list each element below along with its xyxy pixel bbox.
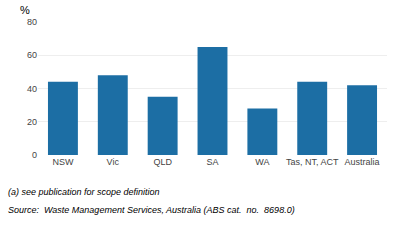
svg-text:0: 0 [32, 150, 37, 160]
svg-text:SA: SA [206, 157, 218, 167]
svg-text:Source: Waste Management Serv: Source: Waste Management Services, Austr… [8, 205, 295, 215]
svg-text:Tas, NT, ACT: Tas, NT, ACT [286, 157, 339, 167]
svg-text:20: 20 [27, 117, 37, 127]
svg-text:60: 60 [27, 50, 37, 60]
svg-text:%: % [20, 4, 30, 16]
svg-text:NSW: NSW [52, 157, 74, 167]
svg-text:WA: WA [255, 157, 269, 167]
svg-text:(a) see publication for scope: (a) see publication for scope definition [8, 187, 160, 197]
svg-text:QLD: QLD [153, 157, 172, 167]
svg-text:80: 80 [27, 17, 37, 27]
svg-text:Australia: Australia [345, 157, 380, 167]
svg-text:40: 40 [27, 84, 37, 94]
svg-text:Vic: Vic [107, 157, 120, 167]
